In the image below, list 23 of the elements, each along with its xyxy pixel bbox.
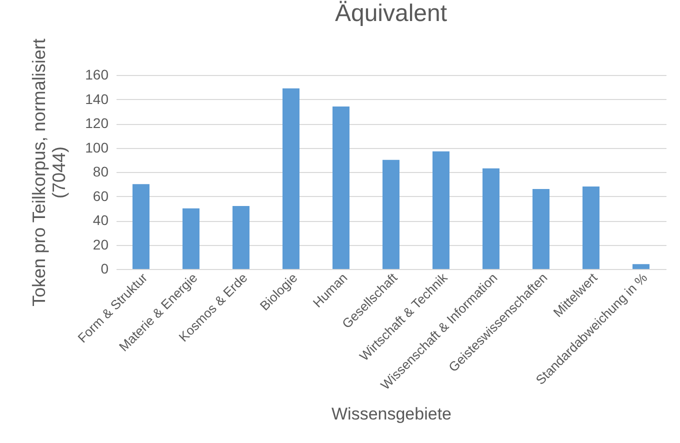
x-axis-title: Wissensgebiete xyxy=(331,404,452,424)
y-tick-label: 80 xyxy=(92,164,109,180)
bar xyxy=(382,160,400,269)
bar xyxy=(532,188,550,269)
bar xyxy=(232,206,250,269)
bar xyxy=(482,168,500,269)
y-tick-label: 40 xyxy=(92,212,109,228)
y-tick-label: 0 xyxy=(100,260,109,276)
bar xyxy=(282,88,300,269)
bar xyxy=(182,208,200,269)
bar xyxy=(582,186,600,269)
y-tick-label: 160 xyxy=(85,66,109,82)
bar xyxy=(332,106,350,269)
bar xyxy=(432,151,450,269)
bar xyxy=(132,184,150,269)
y-tick-label: 140 xyxy=(85,90,109,107)
bar xyxy=(632,264,650,269)
y-tick-label: 60 xyxy=(92,188,109,204)
y-tick-label: 100 xyxy=(85,139,109,156)
y-tick-label: 120 xyxy=(85,115,109,131)
chart-title: Äquivalent xyxy=(334,0,448,27)
y-axis-title: Token pro Teilkorpus, normalisiert (7044) xyxy=(29,38,70,306)
y-tick-label: 20 xyxy=(92,236,109,252)
